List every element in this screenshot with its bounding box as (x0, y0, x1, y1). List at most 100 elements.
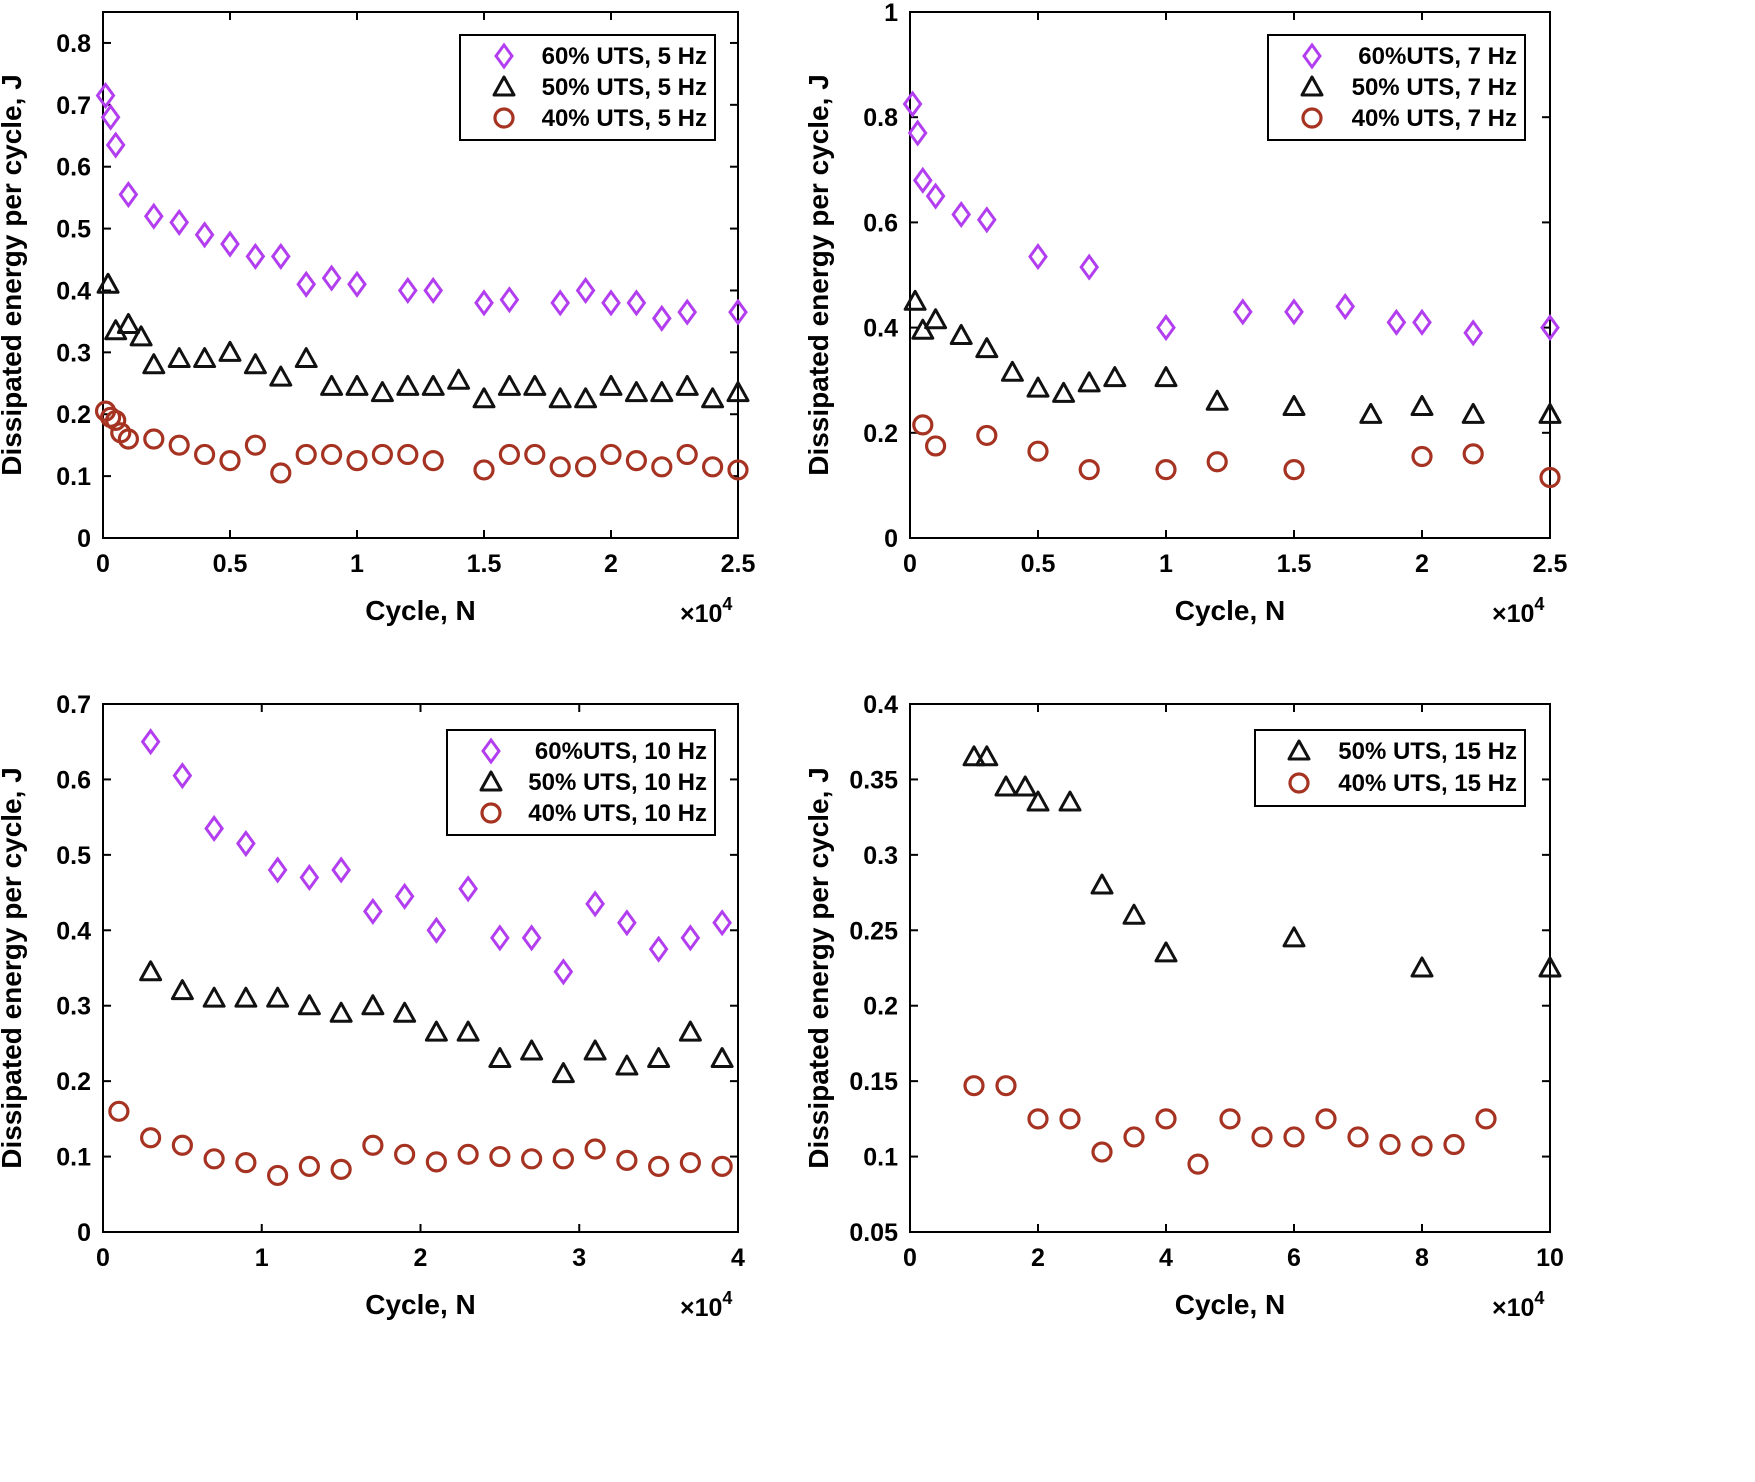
data-point (995, 1075, 1017, 1097)
data-point (1411, 445, 1433, 468)
data-point (1026, 376, 1050, 398)
data-point (330, 1158, 352, 1180)
data-point (975, 337, 999, 359)
x-multiplier-exponent: 4 (1534, 594, 1544, 614)
legend-label: 60% UTS, 5 Hz (542, 43, 707, 70)
data-point (1412, 308, 1432, 336)
data-point (624, 381, 648, 403)
data-point (472, 387, 496, 409)
legend-label: 50% UTS, 15 Hz (1338, 738, 1517, 765)
legend-label: 40% UTS, 15 Hz (1338, 770, 1517, 797)
x-tick-label: 0.5 (1021, 550, 1056, 578)
x-tick-label: 3 (572, 1244, 586, 1272)
series-circle (94, 400, 749, 484)
data-point (994, 775, 1018, 797)
legend-box (459, 34, 716, 141)
data-point (497, 374, 521, 396)
data-point (680, 924, 701, 952)
data-point (1155, 459, 1177, 481)
data-point (711, 1155, 733, 1177)
x-multiplier: ×104 (1492, 594, 1544, 628)
y-tick-label: 0.8 (863, 104, 898, 132)
legend-label: 50% UTS, 5 Hz (542, 74, 707, 101)
y-tick-label: 0.2 (863, 993, 898, 1021)
x-multiplier-base: ×10 (680, 600, 722, 628)
chart-panel-3: 0 1 2 3 4 0 0.1 0.2 0.3 0.4 0.5 0.6 0.7 Cycle, N Dissi… (0, 691, 745, 1322)
data-point (204, 814, 224, 843)
data-point (949, 323, 973, 345)
data-point (143, 202, 164, 230)
data-point (583, 1039, 607, 1061)
data-point (299, 863, 320, 892)
data-point (220, 230, 240, 258)
data-point (346, 450, 368, 472)
data-point (95, 81, 116, 110)
data-point (218, 340, 242, 362)
y-tick-label: 0.2 (56, 401, 91, 429)
data-point (425, 1151, 447, 1173)
legend-marker (1288, 772, 1310, 794)
data-point (1538, 956, 1562, 978)
x-tick-label: 1 (1159, 550, 1173, 578)
y-axis-label: Dissipated energy per cycle, J (0, 767, 27, 1169)
data-point (320, 374, 344, 396)
data-point (584, 1138, 606, 1160)
data-point (1347, 1126, 1369, 1148)
data-point (1013, 775, 1037, 797)
data-point (1232, 298, 1253, 326)
y-tick-label: 0 (77, 1219, 91, 1247)
data-point (1058, 790, 1082, 812)
data-point (648, 1155, 670, 1177)
legend-marker (480, 802, 502, 824)
data-point (1154, 941, 1178, 963)
y-tick-label: 0.25 (849, 917, 898, 945)
y-tick-label: 0.6 (863, 209, 898, 237)
data-point (1059, 1108, 1081, 1130)
x-axis-label: Cycle, N (365, 1289, 476, 1320)
data-point (458, 875, 478, 903)
x-multiplier: ×104 (680, 594, 732, 628)
data-point (1251, 1126, 1273, 1148)
x-multiplier: ×104 (1492, 1288, 1544, 1322)
data-point (675, 374, 699, 396)
data-point (499, 286, 520, 314)
x-tick-label: 2.5 (721, 550, 756, 578)
data-point (647, 1047, 671, 1069)
plot-frame (102, 11, 739, 539)
x-multiplier-base: ×10 (680, 1294, 722, 1322)
data-point (1206, 451, 1228, 473)
x-tick-label: 6 (1287, 1244, 1301, 1272)
data-point (139, 960, 163, 982)
x-multiplier-base: ×10 (1492, 600, 1534, 628)
legend-marker (1301, 107, 1323, 129)
data-point (140, 728, 161, 756)
y-tick-label: 0.05 (849, 1219, 898, 1247)
data-point (1282, 926, 1306, 948)
data-point (976, 424, 998, 447)
y-tick-label: 0.4 (56, 917, 91, 945)
data-point (549, 456, 571, 478)
chart-panel-1: 0 0.5 1 1.5 2 2.5 0 0.1 0.2 0.3 0.4 0.5 0.6 0.7 0.8 Cyc… (0, 11, 756, 628)
data-point (677, 298, 698, 326)
legend-marker (1287, 739, 1311, 761)
data-point (1028, 243, 1048, 271)
data-point (912, 166, 933, 194)
x-tick-label: 0 (903, 550, 917, 578)
data-point (140, 1127, 162, 1149)
data-point (170, 979, 194, 1001)
y-tick-label: 0.6 (56, 766, 91, 794)
data-point (194, 221, 215, 249)
data-point (521, 1148, 543, 1170)
series-circle (912, 414, 1561, 489)
data-point (270, 462, 292, 484)
data-point (1359, 402, 1383, 424)
data-point (219, 450, 241, 472)
data-point (105, 131, 126, 159)
data-point (1411, 1135, 1433, 1157)
data-point (105, 409, 127, 432)
data-point (370, 381, 394, 403)
data-point (911, 318, 935, 340)
data-point (962, 745, 986, 767)
series-diamond (140, 728, 732, 986)
